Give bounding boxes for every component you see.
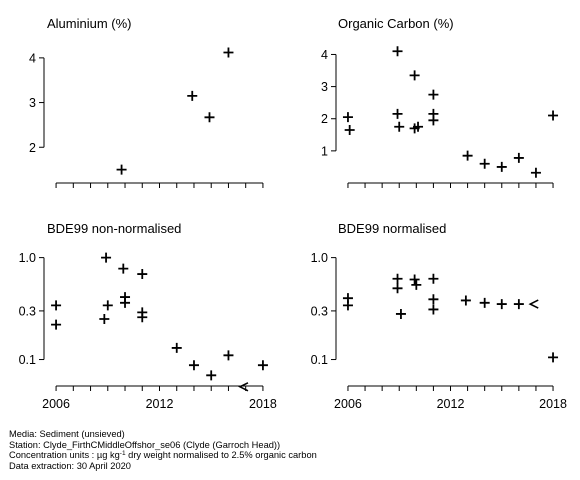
units-prefix: Concentration units : µg kg bbox=[9, 450, 120, 461]
panel-2-data-point bbox=[513, 152, 524, 163]
panel-2-y-tick-label: 4 bbox=[321, 48, 328, 62]
panel-2-data-point bbox=[394, 121, 405, 132]
panel-1-data-point bbox=[204, 112, 215, 123]
panel-4-data-point bbox=[513, 299, 524, 310]
panel-2-y-tick-label: 1 bbox=[321, 144, 328, 158]
panel-4-data-point bbox=[428, 304, 439, 315]
units-suffix: dry weight normalised to 2.5% organic ca… bbox=[125, 450, 317, 461]
panel-4-data-point bbox=[428, 294, 439, 305]
panel-4-data-point bbox=[392, 273, 403, 284]
panel-3-data-point bbox=[101, 252, 112, 263]
panel-4-data-point bbox=[496, 299, 507, 310]
panel-3-data-point bbox=[51, 319, 62, 330]
panel-2-data-point bbox=[428, 115, 439, 126]
panel-4-y-tick-label: 0.1 bbox=[311, 353, 328, 367]
panel-4-data-point bbox=[460, 295, 471, 306]
panel-3-data-point bbox=[188, 360, 199, 371]
panel-4-data-point bbox=[411, 279, 422, 290]
panel-3-data-point bbox=[223, 350, 234, 361]
units-line: Concentration units : µg kg-1 dry weight… bbox=[9, 450, 317, 461]
panel-4-x-tick-label: 2018 bbox=[539, 397, 567, 411]
panel-2-data-point bbox=[392, 46, 403, 57]
panel-3-y-tick-label: 0.1 bbox=[19, 353, 36, 367]
panel-3-data-point bbox=[51, 300, 62, 311]
panel-3-title: BDE99 non-normalised bbox=[47, 221, 181, 236]
panel-3-data-point bbox=[118, 263, 129, 274]
panel-3-data-point bbox=[120, 297, 131, 308]
panel-3-x-tick-label: 2006 bbox=[42, 397, 70, 411]
panel-1-y-tick-label: 4 bbox=[29, 51, 36, 65]
panel-3-data-point bbox=[206, 370, 217, 381]
panel-4-data-point bbox=[395, 308, 406, 319]
panel-1-data-point bbox=[116, 164, 127, 175]
panel-1-data-point bbox=[187, 90, 198, 101]
panel-1-title: Aluminium (%) bbox=[47, 16, 132, 31]
panel-2-data-point bbox=[428, 89, 439, 100]
units-superscript: -1 bbox=[119, 450, 126, 458]
station-line: Station: Clyde_FirthCMiddleOffshor_se06 … bbox=[9, 439, 281, 450]
panel-4-x-tick-label: 2012 bbox=[437, 397, 465, 411]
panel-3-y-tick-label: 1.0 bbox=[19, 251, 36, 265]
panel-2-data-point bbox=[392, 108, 403, 119]
media-line: Media: Sediment (unsieved) bbox=[9, 429, 125, 439]
panel-3-data-point bbox=[137, 312, 148, 323]
footer: Media: Sediment (unsieved) Station: Clyd… bbox=[9, 429, 317, 471]
panel-2-y-tick-label: 2 bbox=[321, 112, 328, 126]
panel-2-data-point bbox=[462, 150, 473, 161]
panel-2-title: Organic Carbon (%) bbox=[338, 16, 454, 31]
panel-3-data-point bbox=[137, 269, 148, 280]
panel-2-data-point bbox=[530, 167, 541, 178]
panel-3-less-than-marker bbox=[238, 382, 249, 392]
panel-2-data-point bbox=[342, 112, 353, 123]
panel-1-y-tick-label: 3 bbox=[29, 96, 36, 110]
panel-2-data-point bbox=[344, 124, 355, 135]
panel-4-data-point bbox=[342, 300, 353, 311]
panel-3-y-tick-label: 0.3 bbox=[19, 304, 36, 318]
panel-4-data-point bbox=[428, 273, 439, 284]
panel-4-data-point bbox=[548, 352, 559, 363]
panel-4-data-point bbox=[409, 274, 420, 285]
panel-1-data-point bbox=[223, 47, 234, 58]
panel-2-y-tick-label: 3 bbox=[321, 80, 328, 94]
panel-2-data-point bbox=[479, 158, 490, 169]
panel-3-data-point bbox=[99, 313, 110, 324]
panel-2-data-point bbox=[548, 110, 559, 121]
panel-2-data-point bbox=[496, 161, 507, 172]
panel-1-y-tick-label: 2 bbox=[29, 141, 36, 155]
panel-3-data-point bbox=[102, 300, 113, 311]
panel-3-data-point bbox=[257, 360, 268, 371]
panel-4-title: BDE99 normalised bbox=[338, 221, 446, 236]
panel-4-less-than-marker bbox=[528, 299, 539, 309]
panel-4-data-point bbox=[479, 297, 490, 308]
panel-2-data-point bbox=[409, 70, 420, 81]
panel-2-data-point bbox=[413, 121, 424, 132]
panel-4-x-tick-label: 2006 bbox=[334, 397, 362, 411]
panel-3-data-point bbox=[171, 342, 182, 353]
panel-3-x-tick-label: 2018 bbox=[249, 397, 277, 411]
extraction-line: Data extraction: 30 April 2020 bbox=[9, 460, 131, 471]
panel-3-x-tick-label: 2012 bbox=[146, 397, 174, 411]
panel-4-data-point bbox=[392, 283, 403, 294]
panel-4-y-tick-label: 0.3 bbox=[311, 304, 328, 318]
panel-4-y-tick-label: 1.0 bbox=[311, 251, 328, 265]
